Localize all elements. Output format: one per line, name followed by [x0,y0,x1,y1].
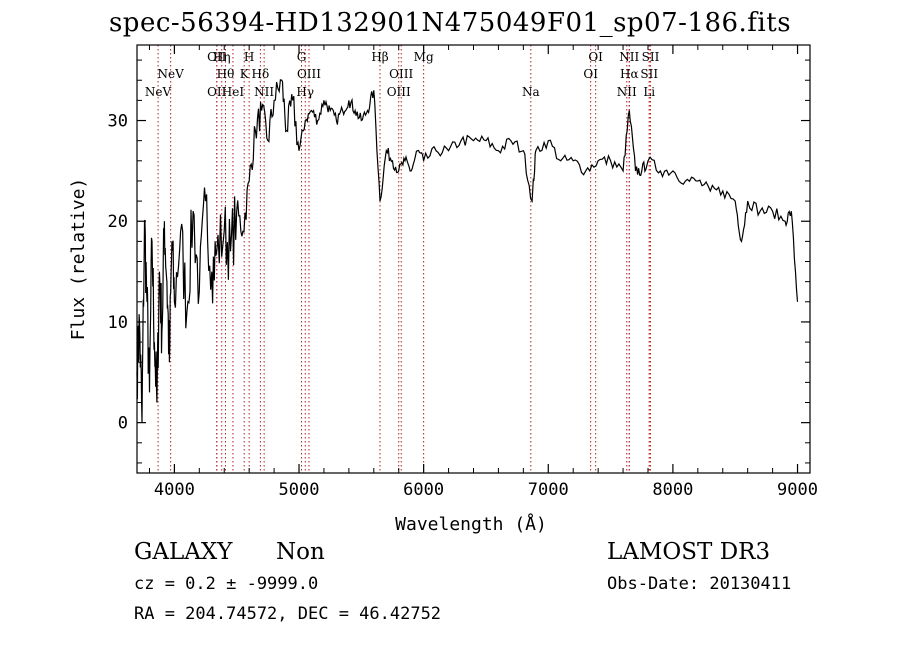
spectrum-plot: 4000 5000 6000 7000 8000 9000 0 10 20 30 NeV NeV O… [68,44,818,535]
line-marker-label: NeV [145,85,172,99]
coordinates: RA = 204.74572, DEC = 46.42752 [134,604,442,624]
line-marker-label: Li [643,85,655,99]
plot-frame [136,44,811,474]
x-tick-label: 8000 [652,480,693,500]
chart-title: spec-56394-HD132901N475049F01_sp07-186.f… [108,8,792,38]
line-marker-label: SII [640,67,658,81]
line-marker-label: OI [583,67,598,81]
line-marker-label: Hβ [371,50,388,64]
x-tick-label: 6000 [403,480,444,500]
line-marker-label: K [240,67,250,81]
line-marker-label: OI [588,50,603,64]
y-axis-ticks: 0 10 20 30 [108,59,810,464]
line-marker-label: Mg [414,50,434,64]
line-marker-label: OIII [297,67,321,81]
object-class: GALAXY [134,539,233,565]
line-marker-label: Hθ [217,67,235,81]
obs-date: Obs-Date: 20130411 [607,574,792,594]
x-tick-label: 9000 [777,480,818,500]
line-marker-label: OII [207,85,227,99]
line-marker-label: Hη [213,50,231,64]
spectrum-line [136,79,799,423]
line-marker-label: G [297,50,307,64]
line-marker-label: Hα [620,67,639,81]
line-marker-label: H [244,50,254,64]
x-tick-label: 5000 [279,480,320,500]
redshift-text: cz = 0.2 ± -9999.0 [134,574,319,594]
line-marker-label: HeI [222,85,245,99]
line-marker-label: Na [522,85,540,99]
line-marker-label: NII [617,85,637,99]
line-marker-label: Hδ [252,67,270,81]
y-tick-label: 0 [118,414,128,434]
y-tick-label: 20 [108,212,128,232]
emission-line-markers [157,45,651,473]
line-marker-label: OII [207,50,227,64]
x-axis-label: Wavelength (Å) [395,513,547,535]
survey-label: LAMOST DR3 [607,539,771,565]
y-axis-label: Flux (relative) [68,178,89,341]
line-marker-label: OIII [387,85,411,99]
line-marker-label: SII [642,50,660,64]
x-tick-label: 7000 [528,480,569,500]
x-axis-ticks: 4000 5000 6000 7000 8000 9000 [148,45,818,500]
y-tick-label: 10 [108,313,128,333]
y-tick-label: 30 [108,112,128,132]
x-tick-label: 4000 [154,480,195,500]
line-marker-label: NII [254,85,274,99]
object-subclass: Non [276,539,325,565]
line-marker-label: Hγ [296,85,314,99]
line-marker-label: NeV [158,67,185,81]
line-marker-label: NII [619,50,639,64]
line-marker-label: OIII [389,67,413,81]
